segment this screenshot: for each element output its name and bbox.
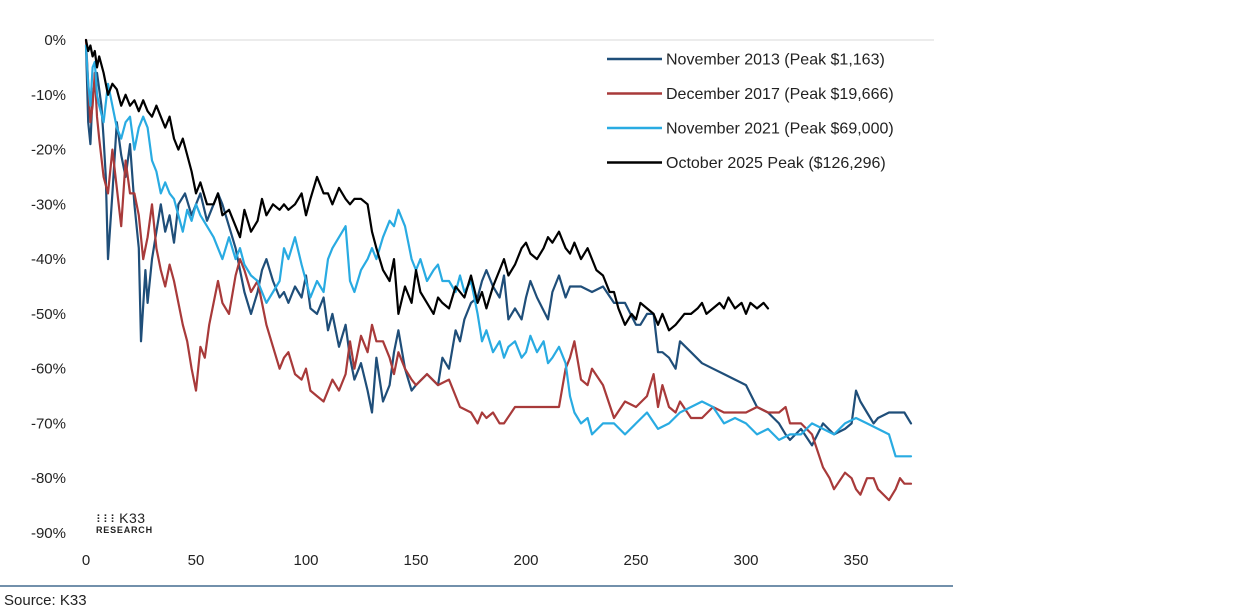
y-tick-label: -50%: [31, 306, 66, 323]
x-tick-label: 50: [188, 552, 205, 569]
x-tick-label: 150: [403, 552, 428, 569]
y-tick-label: 0%: [44, 32, 66, 49]
series-lines: [84, 38, 913, 502]
source-note: Source: K33: [4, 592, 87, 609]
y-axis-ticks: 0% -10% -20% -30% -40% -50% -60% -70% -80% -90%: [31, 32, 66, 542]
legend-label-oct2025: October 2025 Peak ($126,296): [666, 155, 886, 172]
x-tick-label: 0: [82, 552, 90, 569]
y-tick-label: -90%: [31, 525, 66, 542]
x-tick-label: 100: [293, 552, 318, 569]
legend-label-nov2013: November 2013 (Peak $1,163): [666, 52, 885, 69]
logo-subtitle: RESEARCH: [96, 525, 153, 535]
series-line-nov2013: [84, 44, 913, 447]
x-tick-label: 300: [733, 552, 758, 569]
x-tick-label: 350: [843, 552, 868, 569]
series-line-dec2017: [84, 38, 913, 502]
x-tick-label: 250: [623, 552, 648, 569]
x-tick-label: 200: [513, 552, 538, 569]
logo-name: K33: [119, 510, 146, 526]
y-tick-label: -80%: [31, 470, 66, 487]
y-tick-label: -40%: [31, 251, 66, 268]
legend: November 2013 (Peak $1,163) December 2017…: [607, 52, 894, 172]
y-tick-label: -20%: [31, 142, 66, 159]
y-tick-label: -30%: [31, 196, 66, 213]
series-line-nov2021: [84, 44, 913, 458]
legend-label-dec2017: December 2017 (Peak $19,666): [666, 86, 894, 103]
k33-research-logo: ⠇⠇⠇ K33 RESEARCH: [96, 510, 153, 535]
x-axis-ticks: 0 50 100 150 200 250 300 350: [82, 552, 869, 569]
y-tick-label: -70%: [31, 415, 66, 432]
logo-dots-icon: ⠇⠇⠇: [96, 514, 118, 526]
y-tick-label: -60%: [31, 361, 66, 378]
legend-label-nov2021: November 2021 (Peak $69,000): [666, 121, 894, 138]
y-tick-label: -10%: [31, 87, 66, 104]
series-line-oct2025: [84, 38, 770, 332]
